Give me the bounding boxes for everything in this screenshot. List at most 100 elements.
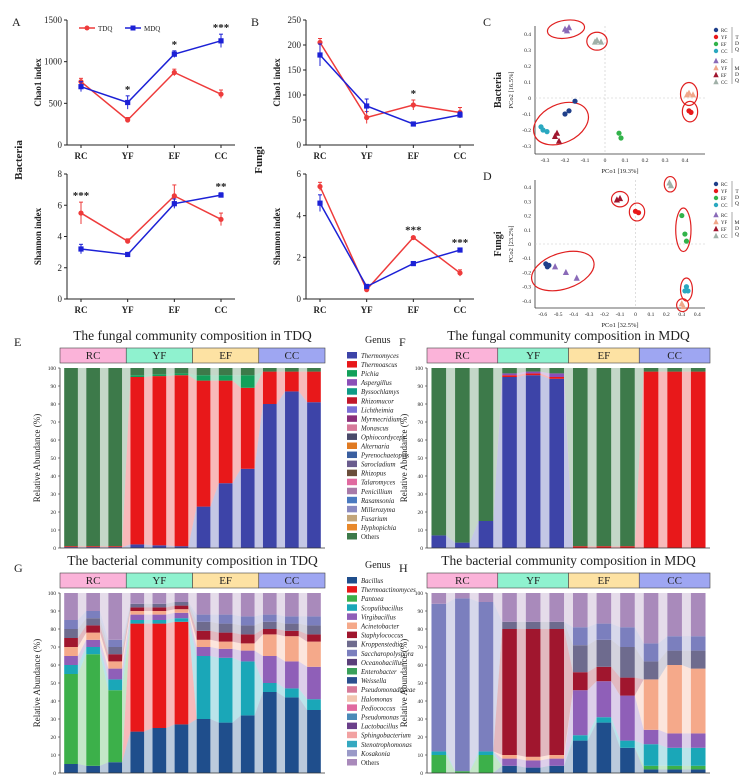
flow-band — [188, 618, 197, 719]
sample-point — [551, 263, 559, 270]
flow-band — [99, 546, 109, 548]
chart-title: The bacterial community composition in T… — [67, 553, 318, 568]
flow-band — [634, 747, 644, 773]
y-tick-label: 0 — [58, 140, 63, 150]
y-tick-label: 6 — [58, 200, 63, 210]
bar-segment — [620, 647, 635, 678]
flow-band — [681, 371, 691, 548]
flow-band — [681, 593, 691, 637]
flow-band — [232, 380, 241, 484]
flow-band — [210, 639, 219, 649]
legend-label: Penicillium — [360, 489, 392, 496]
bar-segment — [152, 374, 167, 377]
legend-label: YF — [721, 36, 727, 41]
bar-segment — [455, 368, 470, 543]
bar-segment — [285, 636, 299, 662]
legend-marker — [713, 71, 719, 78]
flow-band — [254, 629, 263, 644]
data-point-MDQ — [457, 112, 463, 118]
flow-band — [587, 623, 597, 646]
y-tick-label: 2 — [58, 263, 63, 273]
bar-segment — [262, 634, 277, 656]
x-tick-label: CC — [215, 151, 228, 161]
bar-segment — [152, 620, 167, 624]
x-tick-label: -0.4 — [569, 312, 578, 318]
bar-segment — [218, 648, 233, 658]
flow-band — [99, 647, 109, 691]
bar-segment — [307, 625, 321, 635]
legend-label: Hyphopichia — [360, 525, 397, 532]
flow-band — [298, 630, 308, 642]
bar-segment — [196, 368, 211, 376]
bar-segment — [549, 629, 565, 755]
data-point-MDQ — [125, 251, 131, 258]
bar-segment — [690, 371, 706, 548]
bar-segment — [307, 710, 321, 773]
flow-band — [634, 371, 644, 548]
bar-segment — [525, 373, 541, 376]
flow-band — [516, 373, 526, 377]
legend-title: Genus — [365, 335, 391, 346]
flow-band — [564, 621, 573, 673]
bar-segment — [572, 735, 588, 741]
flow-band — [232, 368, 241, 376]
legend-label: Talaromyces — [361, 480, 396, 487]
flow-band — [493, 751, 503, 766]
series-line-MDQ — [319, 202, 461, 288]
legend-swatch — [347, 749, 357, 757]
flow-band — [493, 629, 503, 755]
flow-band — [516, 593, 526, 622]
flow-band — [122, 593, 131, 640]
legend-label: CC — [721, 204, 727, 209]
y-tick-label: 90 — [51, 609, 57, 615]
bar-segment — [64, 638, 78, 647]
flow-band — [77, 647, 87, 674]
bar-segment — [218, 380, 233, 484]
legend-swatch — [347, 677, 357, 684]
bar-segment — [285, 623, 299, 631]
y-tick-label: 80 — [51, 402, 57, 408]
x-axis-label: PCo1 [19.3%] — [601, 168, 638, 175]
flow-band — [122, 368, 131, 547]
bar-segment — [240, 634, 255, 644]
legend-E: Genus Thermomyces Thermoascus Pichia Aspergi… — [347, 335, 409, 541]
flow-band — [144, 544, 153, 548]
chart-title: The bacterial community composition in M… — [441, 553, 696, 568]
flow-band — [188, 605, 197, 640]
group-header-label: CC — [285, 575, 300, 587]
legend-swatch — [347, 533, 357, 540]
y-axis-label: Chao1 index — [272, 58, 282, 107]
bar-segment — [174, 724, 189, 773]
panel-label-B: B — [251, 15, 259, 29]
x-tick-label: 0.4 — [694, 312, 701, 318]
significance-label: * — [125, 84, 131, 96]
x-tick-label: CC — [215, 305, 228, 315]
flow-band — [232, 657, 241, 723]
bar-segment — [196, 630, 211, 640]
legend-label: YF — [721, 190, 727, 195]
flow-band — [254, 614, 263, 626]
y-axis-label: Relative Abundance (%) — [399, 639, 409, 727]
group-header-label: EF — [597, 350, 610, 362]
legend-label: Lichtheimia — [360, 407, 394, 414]
bar-segment — [549, 368, 565, 374]
bar-segment — [152, 607, 167, 611]
legend-swatch — [347, 478, 357, 486]
bar-segment — [478, 755, 494, 773]
bar-segment — [525, 629, 541, 757]
legend-marker — [130, 25, 136, 31]
bar-segment — [262, 614, 277, 622]
chart-E: The fungal community composition in TDQ E… — [14, 328, 326, 552]
bar-segment — [307, 634, 321, 642]
flow-band — [99, 368, 109, 547]
bar-segment — [152, 376, 167, 546]
flow-band — [210, 368, 219, 376]
legend-swatch — [347, 640, 357, 648]
flow-band — [144, 728, 153, 773]
flow-band — [564, 629, 573, 755]
x-tick-label: YF — [122, 305, 134, 315]
y-tick-label: 50 — [51, 456, 57, 462]
flow-band — [232, 715, 241, 773]
bar-segment — [240, 368, 255, 376]
legend-label: Thermomyces — [361, 353, 399, 360]
